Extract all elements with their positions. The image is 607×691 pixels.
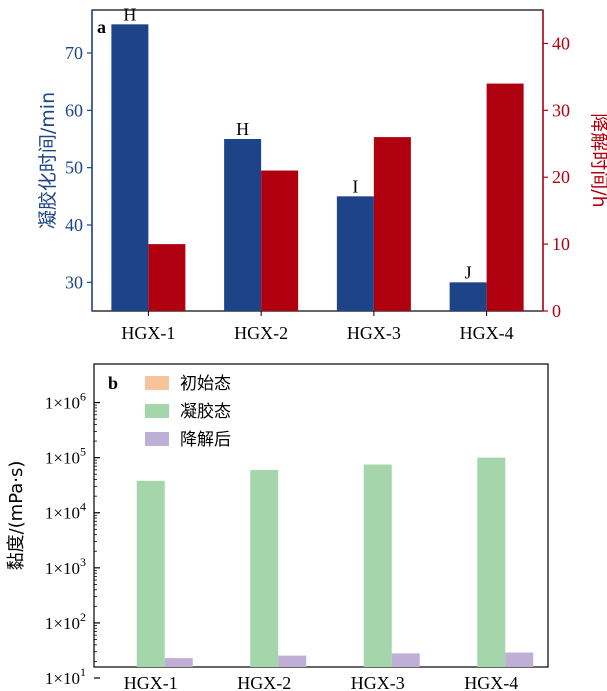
x-tick-label-a: HGX-3 bbox=[347, 323, 401, 343]
y-tick-exponent: 1 bbox=[80, 665, 86, 679]
legend-label: 降解后 bbox=[180, 430, 231, 450]
x-tick-label-b: HGX-4 bbox=[464, 673, 518, 691]
legend-label: 凝胶态 bbox=[180, 402, 231, 422]
y-tick-exponent: 6 bbox=[80, 390, 86, 404]
left-tick-label-a: 60 bbox=[65, 100, 83, 120]
x-tick-label-b: HGX-1 bbox=[124, 673, 178, 691]
degraded-viscosity-bar bbox=[165, 658, 193, 667]
x-tick-label-a: HGX-2 bbox=[234, 323, 288, 343]
x-tick-label-a: HGX-4 bbox=[460, 323, 514, 343]
y-tick-base: 1×10 bbox=[45, 669, 80, 688]
degraded-viscosity-bar bbox=[505, 653, 533, 667]
gel-time-bar bbox=[224, 139, 261, 311]
x-tick-label-a: HGX-1 bbox=[121, 323, 175, 343]
panel-b: HGX-1 HGX-2 HGX-3 HGX-41×1011×1021×1031×104… bbox=[6, 364, 548, 691]
legend-swatch bbox=[145, 376, 169, 390]
legend-swatch bbox=[145, 432, 169, 446]
gel-viscosity-bar bbox=[250, 470, 278, 667]
left-tick-label-a: 50 bbox=[65, 158, 83, 178]
significance-letter: H bbox=[123, 4, 136, 24]
significance-letter: I bbox=[352, 176, 358, 196]
significance-letter: J bbox=[465, 262, 472, 282]
degradation-time-bar bbox=[148, 244, 185, 311]
y-tick-label-b: 1×103 bbox=[45, 555, 86, 578]
y-tick-label-b: 1×105 bbox=[45, 445, 86, 468]
gel-viscosity-bar bbox=[364, 465, 392, 667]
gel-time-bar bbox=[450, 282, 487, 311]
degradation-time-bar bbox=[261, 171, 298, 311]
right-tick-label-a: 30 bbox=[552, 100, 570, 120]
panel-label-a: a bbox=[97, 17, 106, 37]
gel-viscosity-bar bbox=[477, 458, 505, 667]
y-tick-label-b: 1×104 bbox=[45, 500, 86, 523]
legend-swatch bbox=[145, 404, 169, 418]
gel-time-bar bbox=[111, 24, 148, 311]
y-tick-base: 1×10 bbox=[45, 504, 80, 523]
left-tick-label-a: 40 bbox=[65, 215, 83, 235]
legend-label: 初始态 bbox=[180, 374, 231, 394]
degraded-viscosity-bar bbox=[392, 653, 420, 667]
y-tick-exponent: 5 bbox=[80, 445, 86, 459]
y-axis-label-right-a: 降解时间/h bbox=[588, 113, 607, 207]
y-tick-exponent: 2 bbox=[80, 610, 86, 624]
degradation-time-bar bbox=[374, 137, 411, 311]
y-tick-base: 1×10 bbox=[45, 559, 80, 578]
y-tick-label-b: 1×101 bbox=[45, 665, 86, 688]
x-tick-label-b: HGX-2 bbox=[237, 673, 291, 691]
y-tick-base: 1×10 bbox=[45, 449, 80, 468]
y-tick-exponent: 4 bbox=[80, 500, 86, 514]
y-tick-base: 1×10 bbox=[45, 614, 80, 633]
y-tick-exponent: 3 bbox=[80, 555, 86, 569]
panel-a: H HGX-1 H HGX-2 I HGX-3 J HGX-4 30 40 50 60 70 0 10 20 3… bbox=[37, 4, 607, 343]
degraded-viscosity-bar bbox=[278, 656, 306, 667]
significance-letter: H bbox=[236, 119, 249, 139]
y-tick-label-b: 1×106 bbox=[45, 390, 86, 413]
left-tick-label-a: 70 bbox=[65, 43, 83, 63]
y-axis-label-left-a: 凝胶化时间/min bbox=[37, 92, 59, 229]
gel-viscosity-bar bbox=[137, 481, 165, 667]
y-tick-base: 1×10 bbox=[45, 394, 80, 413]
gel-time-bar bbox=[337, 196, 374, 311]
panel-label-b: b bbox=[108, 373, 118, 393]
y-tick-label-b: 1×102 bbox=[45, 610, 86, 633]
left-tick-label-a: 30 bbox=[65, 272, 83, 292]
right-tick-label-a: 20 bbox=[552, 167, 570, 187]
right-tick-label-a: 40 bbox=[552, 33, 570, 53]
degradation-time-bar bbox=[487, 84, 524, 311]
y-axis-label-b: 黏度/(mPa·s) bbox=[6, 461, 27, 571]
x-tick-label-b: HGX-3 bbox=[351, 673, 405, 691]
right-tick-label-a: 10 bbox=[552, 234, 570, 254]
right-tick-label-a: 0 bbox=[552, 301, 561, 321]
